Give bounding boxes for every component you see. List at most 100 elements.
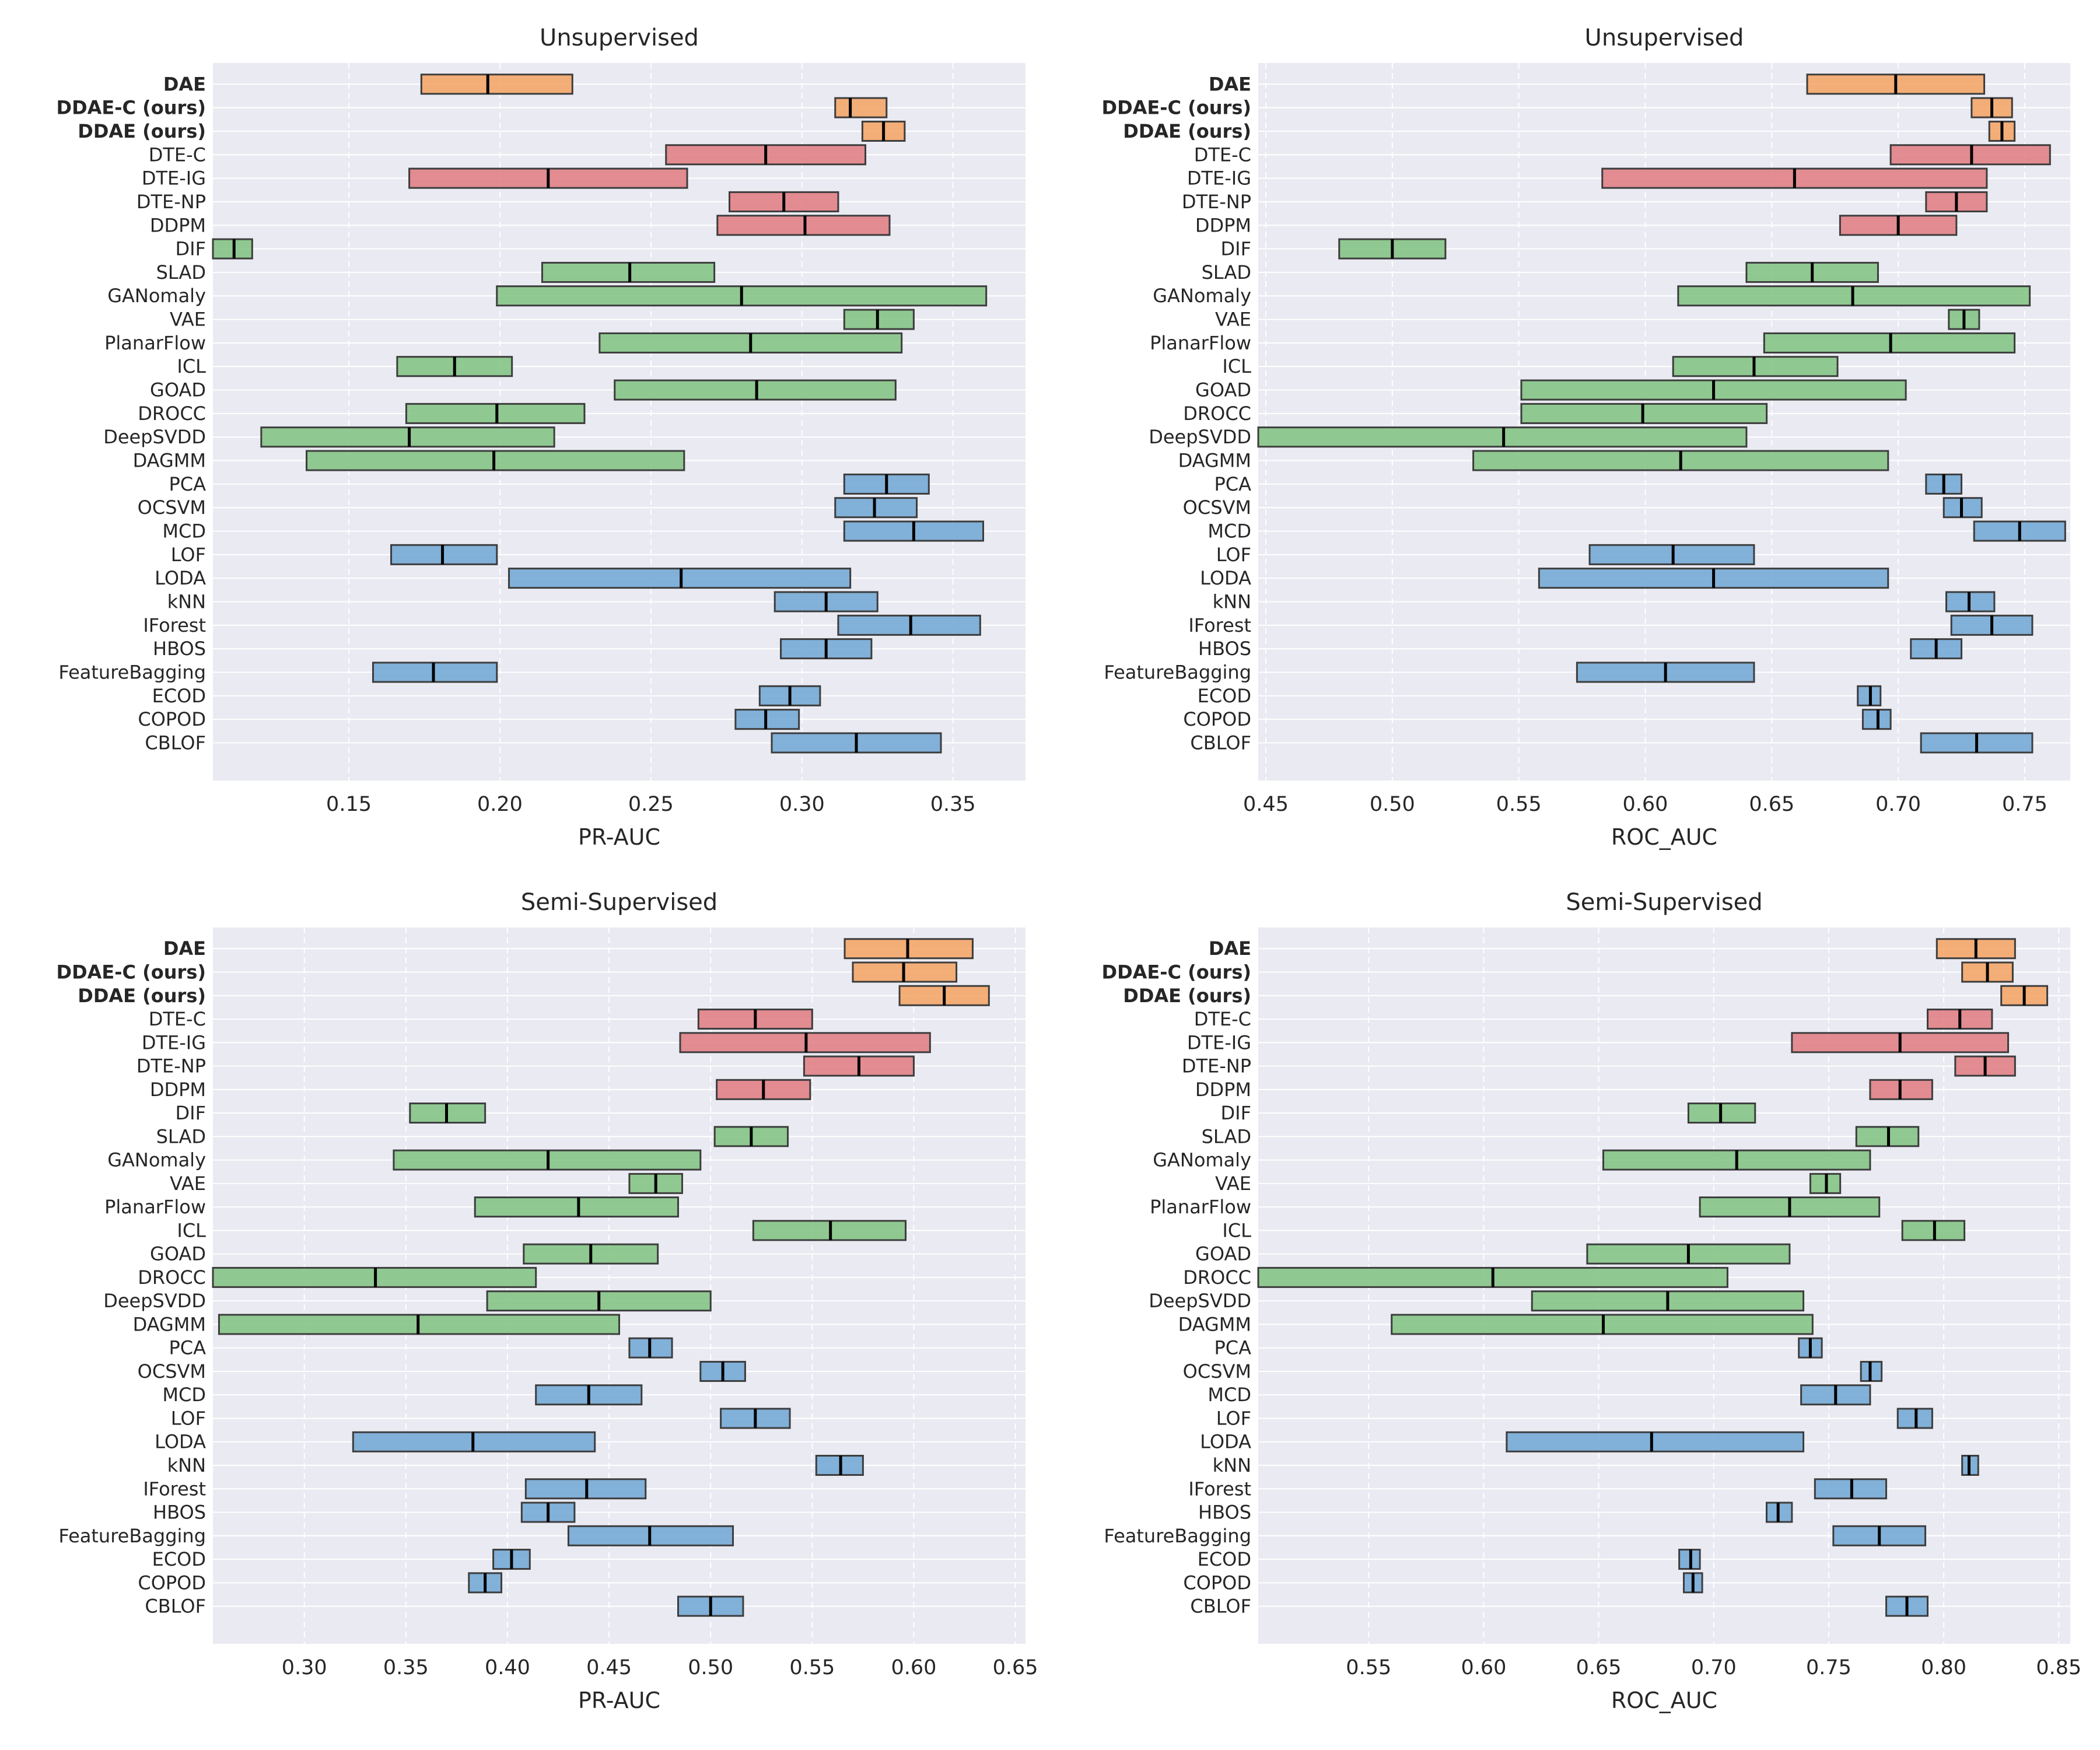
y-category-label: DTE-C <box>1194 1008 1251 1030</box>
x-tick-label: 0.65 <box>1749 793 1794 816</box>
y-category-label: PCA <box>169 1337 206 1359</box>
x-tick-label: 0.45 <box>586 1656 632 1679</box>
y-category-label: PCA <box>1214 473 1251 495</box>
y-category-label: DTE-NP <box>1182 1055 1251 1077</box>
y-category-label: VAE <box>170 1172 206 1195</box>
y-category-label: SLAD <box>156 1125 206 1147</box>
y-category-label: FeatureBagging <box>58 661 206 683</box>
x-tick-label: 0.30 <box>779 793 825 816</box>
chart-title: Unsupervised <box>540 24 699 51</box>
chart-title: Unsupervised <box>1585 24 1744 51</box>
y-category-label: HBOS <box>153 1502 206 1524</box>
y-category-label: DTE-IG <box>142 167 206 190</box>
x-tick-label: 0.70 <box>1691 1656 1737 1679</box>
y-category-label: DTE-C <box>1194 144 1251 166</box>
y-category-label: VAE <box>1215 1172 1251 1195</box>
range-bar <box>734 709 800 730</box>
x-tick-label: 0.70 <box>1875 793 1921 816</box>
y-category-label: DAGMM <box>1178 1313 1251 1335</box>
y-category-label: LODA <box>155 1431 206 1453</box>
y-category-label: DROCC <box>1183 402 1251 425</box>
y-category-label: COPOD <box>138 708 206 730</box>
y-category-label: IForest <box>1188 614 1251 636</box>
y-category-label: MCD <box>1208 1384 1251 1406</box>
y-category-label: DTE-NP <box>136 1055 206 1077</box>
y-category-label: DeepSVDD <box>1149 426 1251 448</box>
x-tick-label: 0.50 <box>1370 793 1415 816</box>
y-category-label: ICL <box>177 1219 206 1241</box>
y-category-label: LODA <box>1200 1431 1251 1453</box>
y-category-label: DeepSVDD <box>103 426 206 448</box>
y-category-label: DROCC <box>138 1266 206 1289</box>
y-category-label: DTE-C <box>149 1008 206 1030</box>
x-tick-label: 0.85 <box>2036 1656 2081 1679</box>
y-category-label: VAE <box>1215 309 1251 331</box>
x-tick-label: 0.60 <box>891 1656 936 1679</box>
y-category-label: GANomaly <box>1153 1149 1251 1171</box>
x-tick-label: 0.30 <box>282 1656 327 1679</box>
y-category-label: SLAD <box>1202 261 1251 284</box>
y-category-label: DDPM <box>1195 214 1251 236</box>
y-category-label: GOAD <box>1195 379 1251 401</box>
y-category-label: LOF <box>1216 1407 1251 1429</box>
x-tick-label: 0.15 <box>326 793 372 816</box>
range-bar <box>837 614 981 636</box>
y-category-label: FeatureBagging <box>1104 661 1251 683</box>
y-category-label: OCSVM <box>1183 496 1251 519</box>
range-bar <box>390 544 498 565</box>
y-category-label: DeepSVDD <box>1149 1290 1251 1312</box>
y-category-label: DIF <box>1221 238 1251 260</box>
y-category-label: ECOD <box>152 685 206 707</box>
y-category-label: FeatureBagging <box>1104 1525 1251 1547</box>
x-tick-label: 0.35 <box>930 793 976 816</box>
y-category-label: MCD <box>162 520 206 542</box>
y-category-label: PCA <box>1214 1337 1251 1359</box>
range-bar <box>212 238 253 260</box>
y-category-label: GOAD <box>1195 1243 1251 1265</box>
y-category-label: DIF <box>176 1102 206 1124</box>
x-axis-label: PR-AUC <box>578 824 660 850</box>
x-tick-label: 0.80 <box>1921 1656 1966 1679</box>
y-category-label: DTE-IG <box>1187 1031 1251 1054</box>
y-category-label: DDAE (ours) <box>78 120 206 142</box>
chart-panel-semi-pr: 0.30 0.35 0.40 0.45 0.50 0.55 0.60 0.65 DAEDDAE-… <box>57 889 1038 1713</box>
x-tick-label: 0.65 <box>993 1656 1038 1679</box>
y-category-label: SLAD <box>1202 1125 1251 1147</box>
x-axis-label: PR-AUC <box>578 1688 660 1713</box>
y-category-label: DTE-IG <box>1187 167 1251 190</box>
y-category-label: ECOD <box>1198 1548 1251 1570</box>
range-bar <box>420 74 573 95</box>
y-category-label: DTE-NP <box>1182 191 1251 213</box>
y-category-label: DROCC <box>138 402 206 425</box>
y-category-label: LODA <box>1200 567 1251 589</box>
y-category-label: DTE-NP <box>136 191 206 213</box>
x-tick-label: 0.60 <box>1461 1656 1506 1679</box>
y-category-label: LODA <box>155 567 206 589</box>
y-category-label: OCSVM <box>138 496 206 519</box>
y-category-label: CBLOF <box>1190 732 1251 754</box>
x-tick-label: 0.50 <box>688 1656 733 1679</box>
range-bar <box>834 497 918 519</box>
y-category-label: DDAE (ours) <box>1123 985 1251 1007</box>
y-category-label: PCA <box>169 473 206 495</box>
y-category-label: OCSVM <box>138 1360 206 1382</box>
y-category-label: PlanarFlow <box>104 332 206 354</box>
y-category-label: DAGMM <box>133 450 206 472</box>
y-category-label: PlanarFlow <box>104 1196 206 1218</box>
y-category-label: IForest <box>1188 1478 1251 1500</box>
y-category-label: MCD <box>1208 520 1251 542</box>
y-category-label: kNN <box>167 591 206 613</box>
y-category-label: GANomaly <box>107 285 206 307</box>
chart-title: Semi-Supervised <box>1566 889 1762 916</box>
y-category-label: DDAE-C (ours) <box>57 961 206 983</box>
y-category-label: PlanarFlow <box>1150 332 1251 354</box>
x-tick-label: 0.75 <box>1806 1656 1852 1679</box>
y-category-label: HBOS <box>153 638 206 660</box>
y-category-label: VAE <box>170 309 206 331</box>
x-tick-label: 0.55 <box>789 1656 835 1679</box>
y-category-label: CBLOF <box>145 732 206 754</box>
y-category-label: IForest <box>143 1478 206 1500</box>
x-tick-label: 0.35 <box>383 1656 429 1679</box>
y-category-label: DIF <box>1221 1102 1251 1124</box>
